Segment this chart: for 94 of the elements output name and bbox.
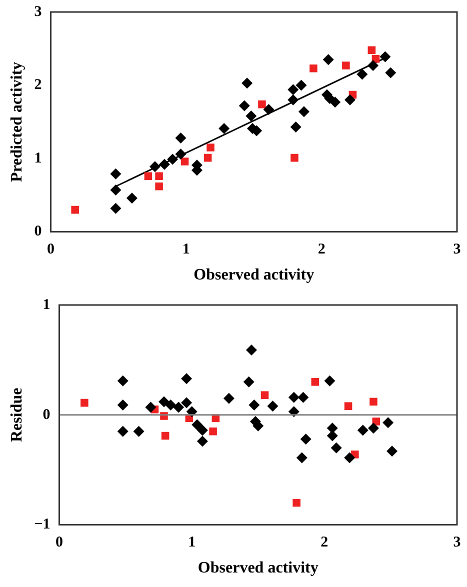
point — [110, 184, 122, 196]
point — [181, 397, 192, 408]
point — [344, 402, 352, 410]
point — [144, 172, 152, 180]
point — [196, 424, 208, 436]
x-tick-label: 1 — [188, 534, 196, 551]
point — [288, 94, 299, 106]
point — [324, 375, 336, 386]
x-axis-title: Observed activity — [194, 266, 314, 284]
x-tick-label: 3 — [453, 242, 461, 258]
point — [223, 392, 234, 404]
point — [322, 54, 334, 66]
y-tick-label: −1 — [34, 516, 50, 533]
point — [158, 158, 170, 170]
x-tick-label: 2 — [320, 534, 328, 551]
point — [296, 452, 308, 464]
y-axis-title: Predicted activity — [8, 62, 26, 182]
point — [133, 426, 144, 437]
point — [238, 100, 250, 112]
y-tick-label: 2 — [34, 77, 42, 94]
y-tick-label: 1 — [42, 296, 50, 313]
x-tick-label: 3 — [453, 534, 461, 551]
point — [117, 426, 128, 437]
point — [382, 417, 394, 428]
point — [298, 392, 309, 403]
point — [175, 148, 186, 160]
y-axis-title: Residue — [8, 388, 26, 442]
point — [248, 400, 260, 411]
point — [206, 144, 214, 152]
point — [258, 100, 266, 108]
point — [149, 161, 160, 172]
point — [246, 110, 257, 122]
point — [71, 206, 79, 214]
point — [117, 400, 128, 411]
point — [380, 51, 391, 62]
point — [300, 434, 312, 445]
point — [181, 373, 192, 384]
point — [326, 430, 338, 442]
x-tick-label: 0 — [55, 534, 63, 551]
x-axis-title: Observed activity — [198, 560, 318, 577]
point — [158, 396, 170, 408]
point — [288, 392, 300, 403]
point — [267, 400, 278, 412]
point — [298, 106, 310, 118]
point — [310, 64, 318, 72]
y-tick-label: 1 — [34, 150, 42, 166]
point — [344, 452, 356, 464]
point — [330, 96, 341, 108]
point — [161, 432, 170, 440]
point — [155, 182, 163, 190]
point — [344, 94, 356, 106]
point — [288, 84, 299, 96]
point — [260, 391, 269, 400]
point — [192, 419, 203, 430]
point — [126, 192, 138, 204]
point — [290, 122, 302, 133]
point — [311, 378, 320, 386]
point — [330, 442, 342, 454]
point — [204, 154, 212, 162]
point — [180, 158, 189, 166]
point — [368, 422, 379, 434]
point — [110, 202, 122, 214]
point — [167, 154, 178, 165]
point — [370, 398, 378, 406]
x-tick-label: 2 — [318, 242, 326, 258]
point — [296, 80, 307, 91]
point — [368, 60, 379, 71]
point — [110, 168, 122, 180]
x-tick-label: 1 — [182, 242, 190, 258]
point — [196, 436, 208, 447]
point — [117, 375, 128, 386]
y-tick-label: 0 — [42, 406, 50, 423]
point — [385, 67, 396, 78]
point — [242, 78, 253, 89]
point — [342, 62, 350, 70]
point — [292, 498, 300, 507]
point — [218, 122, 230, 134]
point — [246, 344, 257, 356]
point — [80, 398, 88, 407]
y-tick-label: 0 — [34, 224, 42, 240]
point — [243, 376, 254, 388]
point — [290, 154, 298, 162]
point — [173, 402, 184, 413]
point — [263, 104, 274, 115]
point — [356, 68, 368, 80]
point — [155, 172, 163, 180]
point — [145, 402, 156, 413]
point — [386, 446, 398, 457]
point — [175, 132, 186, 144]
point — [209, 427, 217, 436]
point — [368, 46, 376, 54]
point — [357, 424, 368, 436]
y-tick-label: 3 — [34, 4, 42, 20]
point — [165, 400, 176, 411]
